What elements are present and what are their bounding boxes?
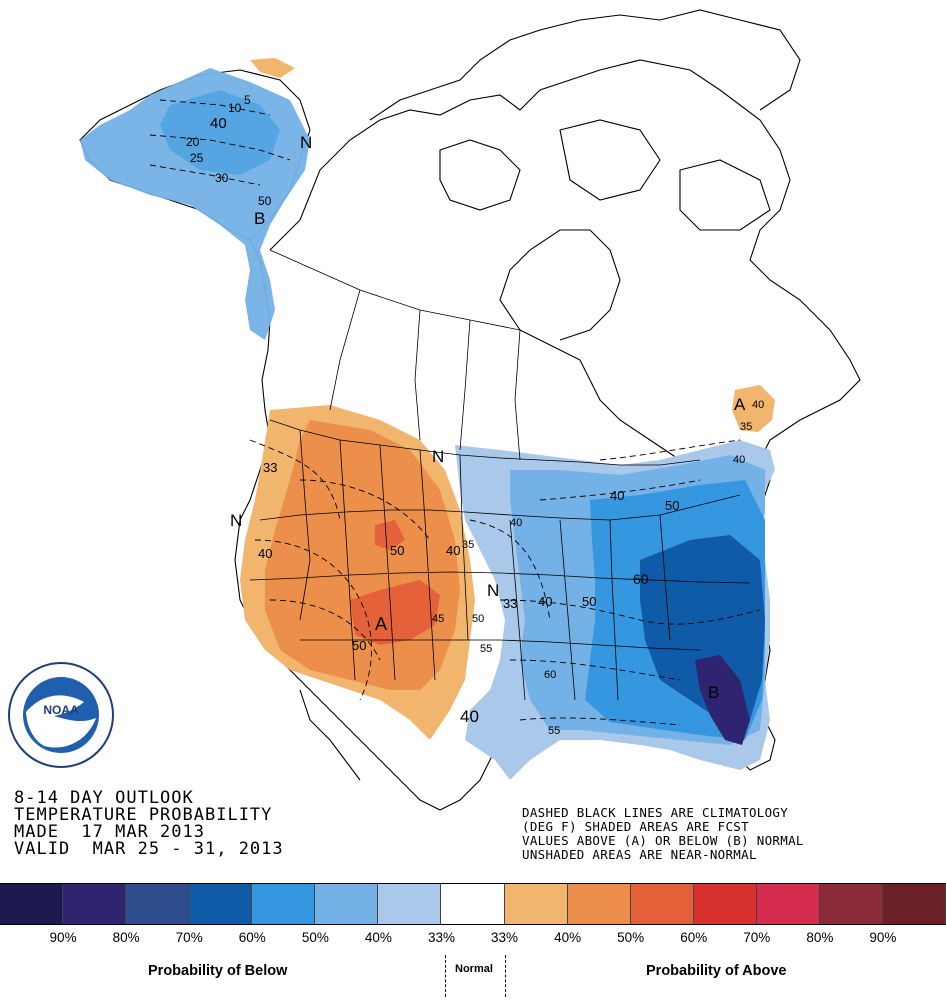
legend-cell-1 [63, 884, 127, 924]
west-label-40: 40 [258, 546, 272, 561]
legend-cell-3 [189, 884, 253, 924]
legend-cell-8 [504, 884, 568, 924]
legend-label-5: 40% [364, 930, 392, 945]
note-line-3: VALUES ABOVE (A) OR BELOW (B) NORMAL [522, 833, 804, 848]
east-label-50-south: 50 [582, 594, 596, 609]
west-label-40b: 40 [446, 543, 460, 558]
legend-cell-13 [819, 884, 883, 924]
outlook-title-block: 8-14 DAY OUTLOOK TEMPERATURE PROBABILITY… [14, 790, 374, 858]
alaska-label-10: 10 [228, 101, 242, 115]
normal-caption: Normal [455, 963, 493, 975]
west-label-55: 55 [480, 643, 492, 655]
legend-label-2: 70% [175, 930, 203, 945]
title-line-2: TEMPERATURE PROBABILITY [14, 805, 273, 825]
legend-label-12: 80% [806, 930, 834, 945]
west-label-N-north: N [432, 447, 444, 466]
west-label-45: 45 [432, 613, 444, 625]
title-line-1: 8-14 DAY OUTLOOK [14, 788, 194, 808]
west-label-N-texas: 40 [460, 707, 479, 726]
normal-divider-left [445, 955, 446, 997]
east-label-50-ohio: 50 [665, 498, 679, 513]
alaska-label-B: B [254, 209, 265, 228]
climatology-lines [149, 99, 761, 726]
east-label-40-plains: 40 [538, 594, 552, 609]
logo-text: NOAA [43, 703, 79, 717]
map-labels: 5 10 40 20 25 30 50 N B 33 N 40 50 40 A … [186, 93, 764, 737]
west-label-33: 33 [263, 460, 277, 475]
east-label-35-se: 35 [740, 421, 752, 433]
below-caption: Probability of Below [148, 963, 288, 979]
legend-label-0: 90% [49, 930, 77, 945]
alaska-label-25: 25 [190, 151, 204, 165]
legend-label-13: 90% [869, 930, 897, 945]
title-line-3: MADE 17 MAR 2013 [14, 822, 205, 842]
west-label-50b: 50 [352, 638, 366, 653]
alaska-label-40: 40 [210, 115, 227, 132]
east-label-40-lakes: 40 [610, 488, 624, 503]
note-line-2: (DEG F) SHADED AREAS ARE FCST [522, 819, 749, 834]
legend-label-8: 40% [554, 930, 582, 945]
note-line-1: DASHED BLACK LINES ARE CLIMATOLOGY [522, 805, 789, 820]
west-label-N-plains: N [487, 581, 499, 600]
alaska-label-N: N [300, 133, 312, 152]
normal-divider-right [505, 955, 506, 997]
legend-cell-5 [315, 884, 379, 924]
east-label-40-ne: 40 [733, 454, 745, 466]
legend-cell-11 [693, 884, 757, 924]
legend-cell-4 [252, 884, 316, 924]
legend-cell-14 [882, 884, 946, 924]
alaska-above-area [250, 58, 295, 78]
noaa-logo: NOAA [8, 662, 114, 768]
boundaries [249, 249, 751, 701]
legend-cell-2 [126, 884, 190, 924]
alaska-label-50: 50 [258, 194, 272, 208]
logo-bird-shape [26, 695, 96, 748]
title-line-4: VALID MAR 25 - 31, 2013 [14, 839, 284, 859]
legend-label-1: 80% [112, 930, 140, 945]
legend-label-10: 60% [680, 930, 708, 945]
legend-label-3: 60% [238, 930, 266, 945]
east-label-55: 55 [548, 725, 560, 737]
west-label-50c: 50 [472, 613, 484, 625]
east-label-60: 60 [633, 571, 649, 587]
above-caption: Probability of Above [646, 963, 787, 979]
west-label-A: A [375, 614, 387, 634]
west-above-area-60b [375, 520, 405, 550]
note-line-4: UNSHADED AREAS ARE NEAR-NORMAL [522, 847, 757, 862]
legend-label-11: 70% [743, 930, 771, 945]
legend-cell-6 [378, 884, 442, 924]
legend-label-7: 33% [491, 930, 519, 945]
alaska-label-30: 30 [215, 171, 229, 185]
west-label-33b: 33 [503, 596, 517, 611]
east-label-B: B [708, 683, 719, 702]
east-label-35-plains: 35 [462, 539, 474, 551]
alaska-label-20: 20 [186, 135, 200, 149]
west-label-50: 50 [390, 543, 404, 558]
legend-label-4: 50% [301, 930, 329, 945]
east-below-area-70 [695, 655, 750, 745]
legend-label-6: 33% [427, 930, 455, 945]
east-label-40-midwest: 40 [510, 517, 522, 529]
outlook-map: 5 10 40 20 25 30 50 N B 33 N 40 50 40 A … [79, 9, 861, 811]
legend-cell-9 [567, 884, 631, 924]
legend-cell-10 [630, 884, 694, 924]
northeast-above-area [732, 385, 775, 432]
alaska-label-5: 5 [244, 93, 251, 107]
east-label-A-ne: A [734, 395, 746, 414]
west-label-N-pacific: N [230, 511, 242, 530]
legend-cell-7 [441, 884, 505, 924]
west-above-area-60 [350, 580, 440, 645]
map-note-block: DASHED BLACK LINES ARE CLIMATOLOGY (DEG … [522, 806, 932, 862]
legend-cell-0 [0, 884, 64, 924]
legend-cell-12 [756, 884, 820, 924]
legend-labels: 90% 80% 70% 60% 50% 40% 33% 33% 40% 50% 60% 70% 80% 9… [0, 930, 946, 948]
east-label-60-south: 60 [544, 669, 556, 681]
legend-label-9: 50% [617, 930, 645, 945]
legend-color-bar [0, 883, 946, 925]
east-label-40-maritime: 40 [752, 399, 764, 411]
